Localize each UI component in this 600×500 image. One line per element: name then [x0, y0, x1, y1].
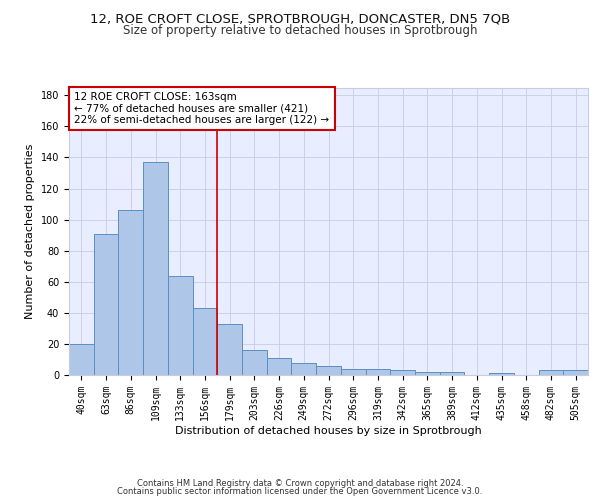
Bar: [539, 370, 563, 375]
Bar: [489, 374, 514, 375]
Bar: [267, 358, 292, 375]
Bar: [168, 276, 193, 375]
Bar: [292, 362, 316, 375]
Bar: [390, 370, 415, 375]
Text: Size of property relative to detached houses in Sprotbrough: Size of property relative to detached ho…: [123, 24, 477, 37]
Bar: [341, 369, 365, 375]
Bar: [415, 372, 440, 375]
Text: Contains public sector information licensed under the Open Government Licence v3: Contains public sector information licen…: [118, 487, 482, 496]
Text: Contains HM Land Registry data © Crown copyright and database right 2024.: Contains HM Land Registry data © Crown c…: [137, 478, 463, 488]
Bar: [143, 162, 168, 375]
Bar: [193, 308, 217, 375]
Bar: [94, 234, 118, 375]
Bar: [69, 344, 94, 375]
Bar: [563, 370, 588, 375]
Text: 12, ROE CROFT CLOSE, SPROTBROUGH, DONCASTER, DN5 7QB: 12, ROE CROFT CLOSE, SPROTBROUGH, DONCAS…: [90, 12, 510, 26]
Bar: [242, 350, 267, 375]
Bar: [440, 372, 464, 375]
Bar: [316, 366, 341, 375]
Bar: [217, 324, 242, 375]
Y-axis label: Number of detached properties: Number of detached properties: [25, 144, 35, 319]
Text: 12 ROE CROFT CLOSE: 163sqm
← 77% of detached houses are smaller (421)
22% of sem: 12 ROE CROFT CLOSE: 163sqm ← 77% of deta…: [74, 92, 329, 125]
X-axis label: Distribution of detached houses by size in Sprotbrough: Distribution of detached houses by size …: [175, 426, 482, 436]
Bar: [365, 369, 390, 375]
Bar: [118, 210, 143, 375]
